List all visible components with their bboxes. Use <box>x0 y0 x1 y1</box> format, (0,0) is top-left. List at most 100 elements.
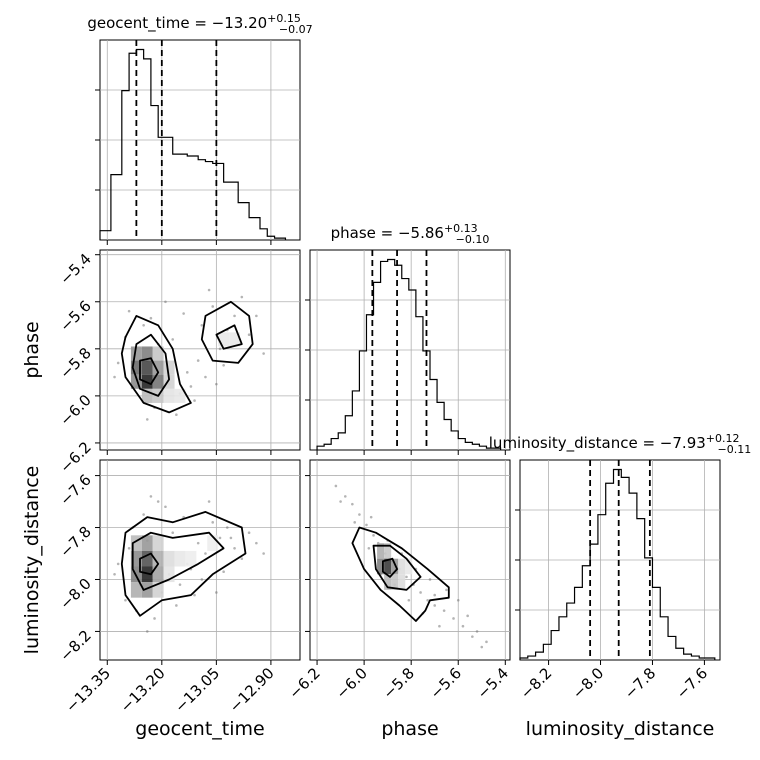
density-cell <box>163 566 175 583</box>
scatter-point <box>445 588 448 592</box>
density-cell <box>391 574 399 590</box>
scatter-point <box>466 614 469 618</box>
density-cell <box>130 360 142 375</box>
scatter-point <box>222 363 225 367</box>
scatter-point <box>171 338 175 341</box>
density-cell <box>130 550 142 567</box>
scatter-point <box>218 347 222 351</box>
density-cell <box>152 582 164 598</box>
scatter-point <box>233 547 236 550</box>
scatter-point <box>225 526 229 529</box>
x-tick-label: −5.4 <box>474 664 512 702</box>
scatter-point <box>149 495 153 498</box>
hist-phase-step <box>316 258 502 450</box>
scatter-point <box>365 523 368 527</box>
scatter-point <box>196 359 200 362</box>
scatter-point <box>193 593 196 597</box>
contour-line <box>131 333 171 397</box>
scatter-point <box>452 617 455 620</box>
y-tick-label: −7.8 <box>56 523 94 561</box>
x-tick-label: −6.2 <box>285 664 323 702</box>
y-tick-label: −6.0 <box>56 391 94 429</box>
scatter-point <box>127 309 131 313</box>
density-cell <box>384 543 392 559</box>
scatter-point <box>185 371 189 374</box>
scatter-point <box>233 314 236 318</box>
scatter-point <box>189 385 193 388</box>
x-tick-label: −6.0 <box>332 664 370 702</box>
scatter-point <box>218 536 222 540</box>
scatter-point <box>353 521 357 524</box>
x-tick-label: −7.6 <box>673 664 711 702</box>
density-cell <box>163 388 175 403</box>
scatter-point <box>255 314 258 318</box>
scatter-point <box>145 630 149 633</box>
scatter-point <box>485 640 488 644</box>
density-cell <box>130 582 142 598</box>
scatter-point <box>369 515 373 519</box>
y-tick-label: −7.6 <box>56 471 94 509</box>
contour-line <box>131 531 225 591</box>
scatter-point <box>255 541 258 545</box>
y-tick-label: −8.2 <box>56 627 94 665</box>
density-cell <box>130 535 142 551</box>
density-cell <box>130 374 142 389</box>
y-tick-label: −5.8 <box>56 344 94 382</box>
scatter-point <box>211 521 215 524</box>
hist-geocent_time-step <box>99 48 287 240</box>
scatter-point <box>419 591 422 594</box>
density-cell <box>152 346 164 361</box>
scatter-point <box>343 495 347 498</box>
x-tick-label: −13.05 <box>171 664 223 716</box>
density-cell <box>152 566 164 583</box>
density-cell <box>174 550 186 567</box>
density-cell <box>163 360 175 375</box>
scatter-point <box>175 604 178 607</box>
scatter-point <box>142 323 145 327</box>
panel-phase-luminosity_distance-frame <box>309 459 511 661</box>
contour-line <box>120 510 247 617</box>
scatter-point <box>351 502 354 506</box>
y-tick-label: −8.0 <box>56 575 94 613</box>
scatter-point <box>113 572 116 576</box>
scatter-point <box>207 500 211 503</box>
contour-line <box>139 552 160 576</box>
scatter-point <box>407 598 411 602</box>
density-cell <box>398 574 406 590</box>
density-cell <box>163 374 175 389</box>
density-cell <box>377 543 385 559</box>
scatter-point <box>426 598 429 602</box>
scatter-point <box>240 557 244 561</box>
y-tick-label: −6.2 <box>56 438 94 476</box>
density-cell <box>185 550 197 567</box>
density-cell <box>398 558 406 575</box>
scatter-point <box>334 484 338 488</box>
scatter-point <box>193 399 196 402</box>
x-axis-label-luminosity_distance: luminosity_distance <box>526 718 715 740</box>
hist-luminosity_distance-title: luminosity_distance = −7.93+0.12 −0.11 <box>489 432 751 456</box>
scatter-point <box>229 536 233 540</box>
density-cell <box>141 535 153 551</box>
scatter-point <box>475 630 479 633</box>
scatter-point <box>262 352 265 355</box>
density-cell <box>174 388 186 403</box>
scatter-point <box>145 418 149 421</box>
scatter-point <box>433 604 437 607</box>
density-cell <box>377 558 385 575</box>
scatter-point <box>442 609 446 612</box>
density-cell <box>405 558 413 575</box>
scatter-point <box>211 305 215 308</box>
scatter-point <box>456 598 460 602</box>
scatter-point <box>204 552 207 555</box>
contour-line <box>120 314 192 414</box>
y-axis-label-phase: phase <box>21 321 43 378</box>
scatter-point <box>196 541 200 545</box>
x-tick-label: −8.0 <box>569 664 607 702</box>
density-cell <box>152 374 164 389</box>
x-tick-label: −7.8 <box>621 664 659 702</box>
density-cell <box>384 574 392 590</box>
panel-geocent_time-phase-frame <box>99 249 301 451</box>
x-tick-label: −8.2 <box>517 664 555 702</box>
density-cell <box>152 535 164 551</box>
scatter-point <box>178 583 182 586</box>
